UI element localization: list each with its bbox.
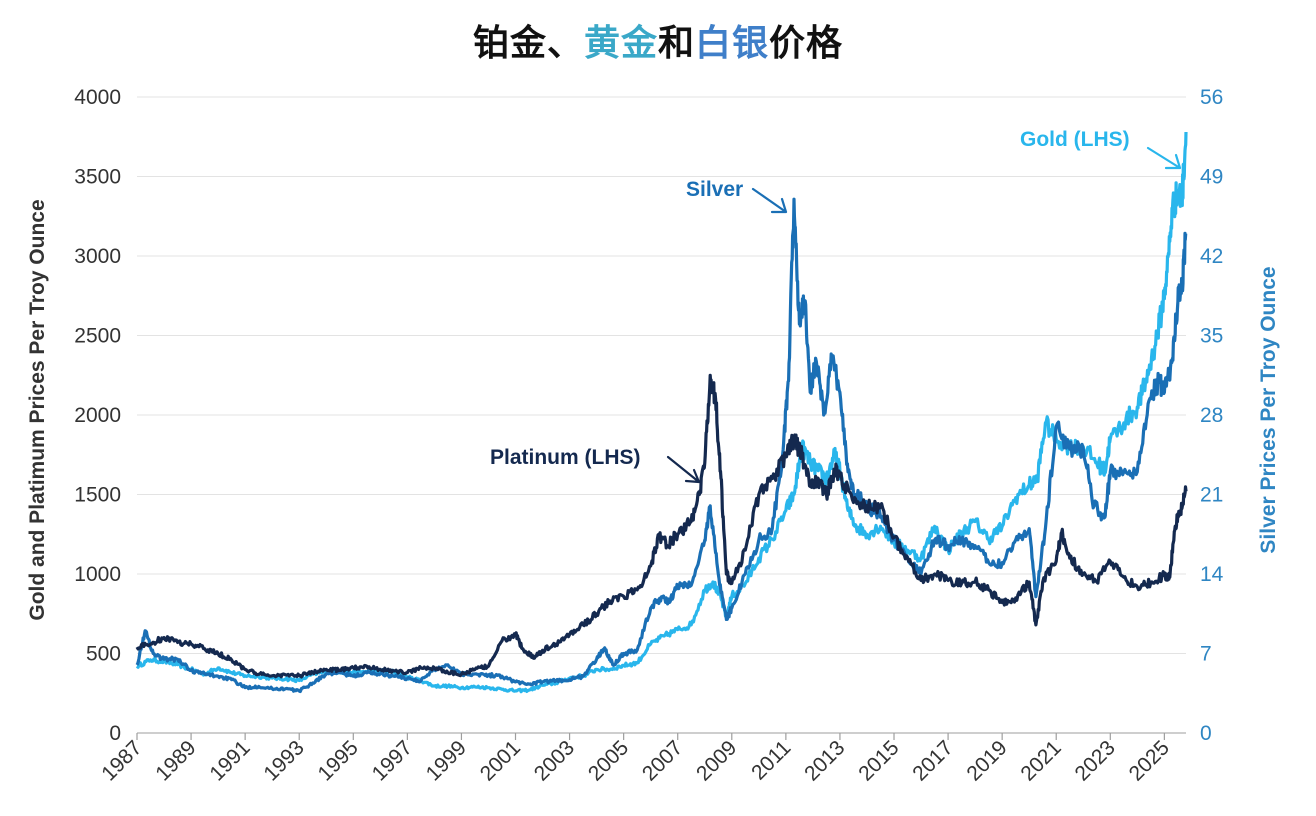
chart-title-part: 黄金 — [583, 22, 658, 64]
right-tick-label: 28 — [1200, 404, 1223, 427]
right-tick-label: 42 — [1200, 245, 1223, 268]
chart-title: 铂金、黄金和白银价格 — [0, 14, 1316, 66]
annotation-gold-arrow — [1146, 146, 1182, 170]
right-axis-ticks: 0 7 14 21 28 35 42 49 56 — [1200, 86, 1224, 745]
right-tick-label: 56 — [1200, 86, 1223, 109]
chart-title-part: 和 — [657, 22, 695, 64]
x-tick-label: 1989 — [151, 736, 200, 785]
right-tick-label: 7 — [1200, 643, 1212, 666]
annotation-gold-label: Gold (LHS) — [1020, 128, 1130, 151]
right-axis-title: Silver Prices Per Troy Ounce — [1257, 266, 1280, 553]
annotation-platinum-arrow — [666, 455, 701, 484]
left-tick-label: 2500 — [74, 325, 121, 348]
left-axis-ticks: 0 500 1000 1500 2000 2500 3000 3500 4000 — [74, 86, 121, 745]
annotation-silver-arrow — [751, 187, 788, 214]
right-tick-label: 35 — [1200, 325, 1223, 348]
x-tick-label: 1999 — [422, 736, 471, 785]
annotation-platinum-label: Platinum (LHS) — [490, 446, 641, 469]
x-tick-label: 2015 — [854, 736, 903, 785]
series-silver-line — [135, 197, 1188, 694]
x-axis-ticks: 1987 1989 1991 1993 1995 1997 1999 2001 2003 2005… — [97, 733, 1174, 786]
x-tick-label: 2007 — [638, 736, 687, 785]
right-tick-label: 14 — [1200, 563, 1224, 586]
x-tick-label: 1991 — [205, 736, 254, 785]
left-tick-label: 2000 — [74, 404, 121, 427]
x-tick-label: 2013 — [800, 736, 849, 785]
left-tick-label: 500 — [86, 643, 121, 666]
annotation-gold: Gold (LHS) — [1020, 128, 1182, 170]
chart-title-part: 铂金、 — [472, 22, 584, 64]
x-tick-label: 2011 — [747, 736, 795, 784]
annotation-platinum: Platinum (LHS) — [490, 446, 701, 484]
left-tick-label: 1000 — [74, 563, 121, 586]
x-tick-label: 2005 — [584, 736, 633, 785]
x-tick-label: 2023 — [1071, 736, 1120, 785]
right-tick-label: 0 — [1200, 722, 1212, 745]
chart-title-part: 价格 — [769, 22, 844, 64]
left-tick-label: 3500 — [74, 166, 121, 189]
x-tick-label: 2021 — [1016, 736, 1065, 785]
left-axis-title: Gold and Platimum Prices Per Troy Ounce — [26, 199, 49, 620]
x-tick-label: 1995 — [314, 736, 363, 785]
right-tick-label: 49 — [1200, 166, 1223, 189]
series-lines — [135, 131, 1188, 694]
x-tick-label: 1997 — [368, 736, 417, 785]
x-tick-label: 2025 — [1125, 736, 1174, 785]
gridlines — [137, 96, 1186, 734]
left-tick-label: 1500 — [74, 484, 121, 507]
x-tick-label: 1987 — [97, 736, 146, 785]
x-tick-label: 2017 — [908, 736, 957, 785]
series-gold-line — [135, 131, 1188, 694]
x-tick-label: 2001 — [476, 736, 525, 785]
left-tick-label: 4000 — [74, 86, 121, 109]
x-tick-label: 1993 — [259, 736, 308, 785]
x-tick-label: 2009 — [692, 736, 741, 785]
right-tick-label: 21 — [1200, 484, 1223, 507]
left-tick-label: 0 — [109, 722, 121, 745]
x-tick-label: 2019 — [962, 736, 1011, 785]
series-platinum-line — [135, 373, 1188, 679]
annotation-silver-label: Silver — [686, 178, 743, 201]
chart-title-part: 白银 — [695, 22, 770, 64]
x-tick-label: 2003 — [530, 736, 579, 785]
left-tick-label: 3000 — [74, 245, 121, 268]
annotation-silver: Silver — [686, 178, 788, 214]
